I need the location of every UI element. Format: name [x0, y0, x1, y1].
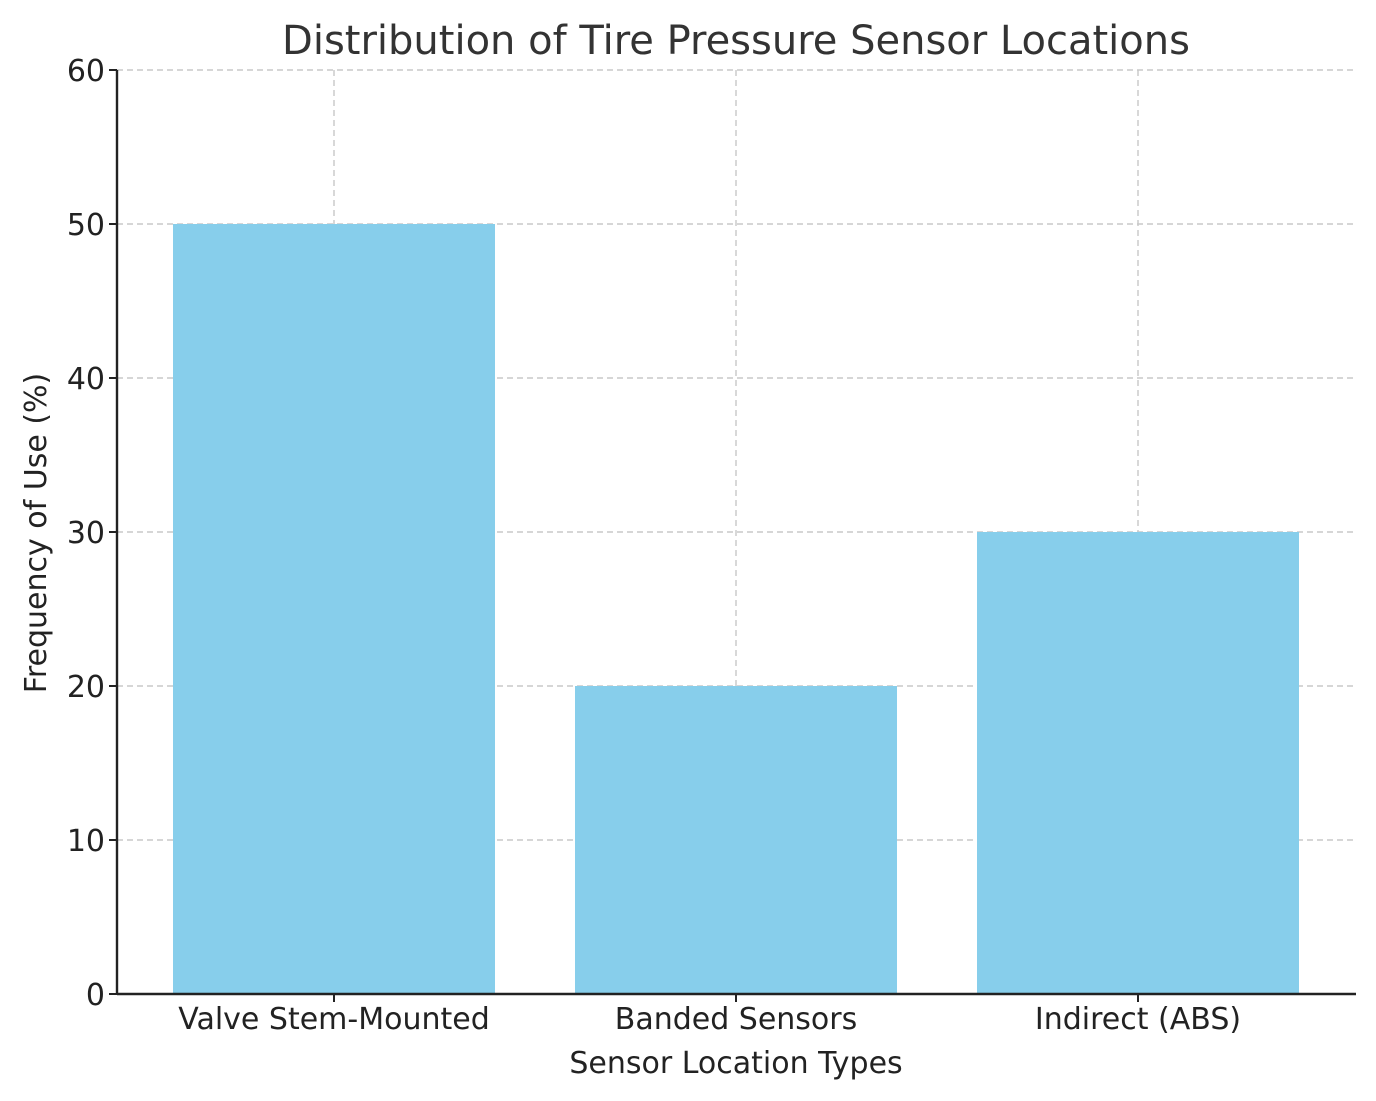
- x-tick-label: Indirect (ABS): [1035, 1002, 1241, 1037]
- bars: [173, 224, 1299, 994]
- y-tick-label: 10: [67, 824, 105, 859]
- x-tick-label: Valve Stem-Mounted: [178, 1002, 490, 1037]
- y-axis-label: Frequency of Use (%): [19, 373, 54, 693]
- y-tick-label: 40: [67, 362, 105, 397]
- bar-1: [575, 686, 897, 994]
- y-tick-label: 0: [86, 978, 105, 1013]
- y-tick-label: 30: [67, 516, 105, 551]
- bar-0: [173, 224, 495, 994]
- y-tick-label: 20: [67, 670, 105, 705]
- x-axis-label: Sensor Location Types: [569, 1046, 902, 1081]
- bar-2: [977, 532, 1299, 994]
- y-tick-label: 50: [67, 208, 105, 243]
- x-tick-label: Banded Sensors: [615, 1002, 858, 1037]
- chart-title: Distribution of Tire Pressure Sensor Loc…: [282, 18, 1190, 64]
- y-tick-label: 60: [67, 54, 105, 89]
- axes: [109, 69, 1356, 1002]
- tick-labels: 0 10 20 30 40 50 60 Valve Stem-Mounted Banded Se…: [67, 54, 1241, 1037]
